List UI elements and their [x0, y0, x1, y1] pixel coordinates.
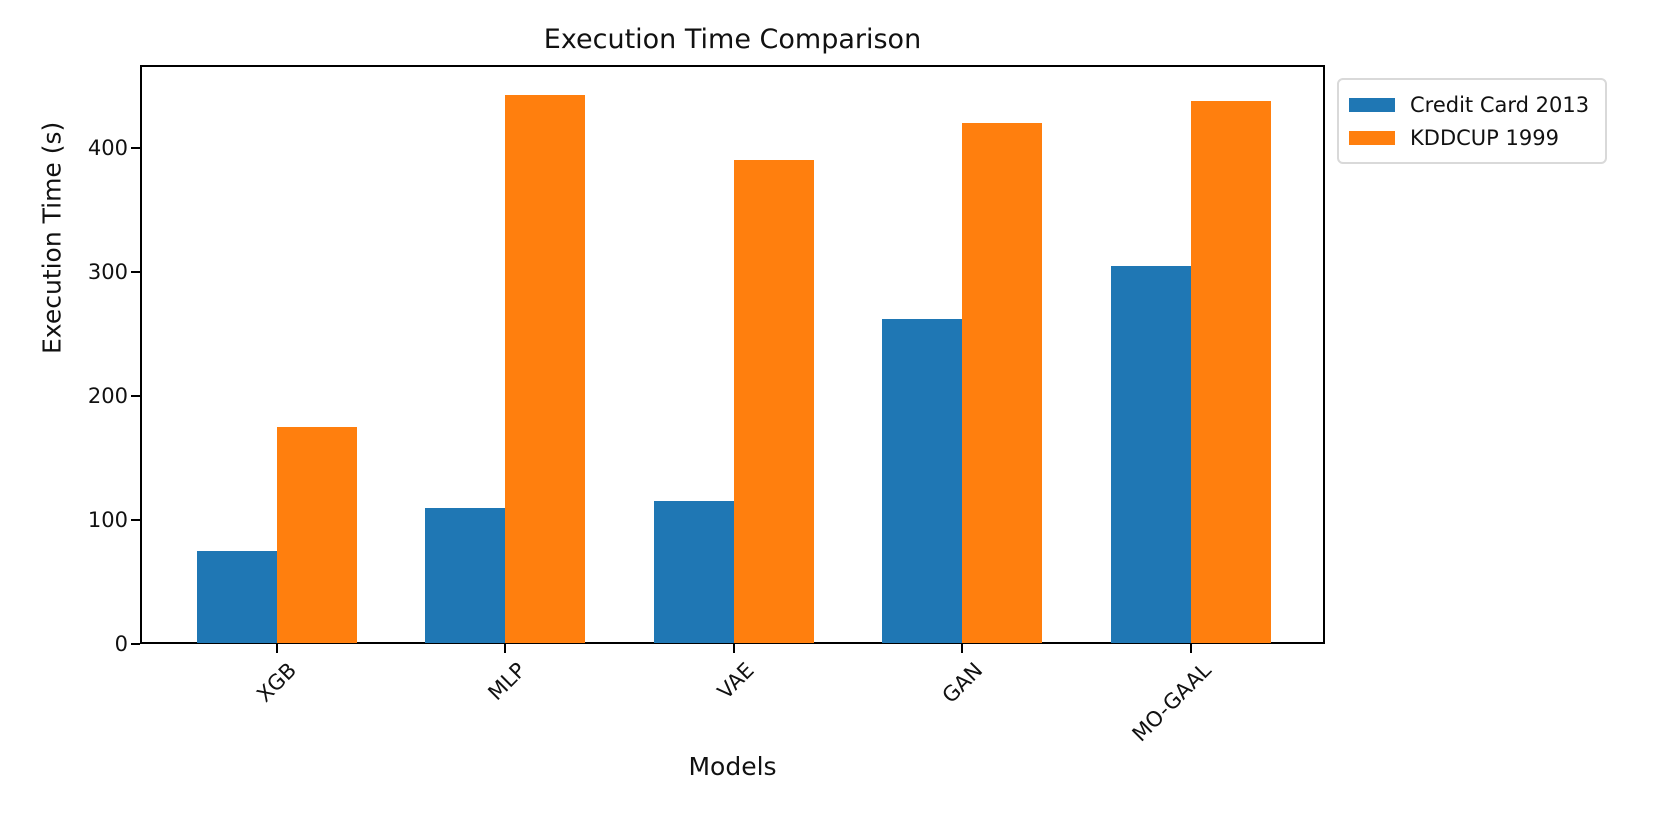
x-tick-mark [1189, 644, 1192, 653]
bar-kddcup-1999-xgb [276, 427, 357, 643]
x-tick-mark [732, 644, 735, 653]
legend: Credit Card 2013 KDDCUP 1999 [1337, 78, 1608, 164]
bar-credit-card-2013-gan [882, 319, 962, 643]
y-tick-mark [131, 271, 140, 274]
x-tick-label-gan: GAN [937, 658, 987, 708]
bar-credit-card-2013-mo-gaal [1110, 265, 1191, 643]
chart-title: Execution Time Comparison [543, 24, 922, 55]
bar-credit-card-2013-mlp [425, 507, 505, 643]
x-tick-mark [961, 644, 963, 653]
x-tick-label-vae: VAE [712, 658, 759, 704]
x-tick-label-mo-gaal: MO-GAAL [1127, 658, 1216, 747]
bar-credit-card-2013-vae [653, 501, 734, 643]
legend-label: Credit Card 2013 [1410, 92, 1590, 117]
y-tick-label: 0 [114, 632, 128, 656]
legend-swatch-icon [1349, 97, 1395, 112]
bar-kddcup-1999-mo-gaal [1190, 100, 1271, 643]
x-axis-label: Models [688, 752, 777, 781]
y-tick-mark [131, 147, 140, 150]
y-tick-label: 200 [87, 384, 128, 409]
y-tick-mark [131, 643, 140, 645]
legend-entry-kddcup-1999: KDDCUP 1999 [1349, 121, 1589, 154]
y-tick-mark [131, 519, 140, 522]
x-tick-mark [275, 644, 278, 653]
bar-kddcup-1999-gan [962, 123, 1042, 643]
legend-label: KDDCUP 1999 [1410, 125, 1559, 150]
x-tick-mark [504, 644, 506, 653]
legend-swatch-icon [1349, 130, 1395, 145]
bar-kddcup-1999-vae [733, 160, 814, 643]
legend-entry-credit-card-2013: Credit Card 2013 [1349, 88, 1589, 121]
bar-kddcup-1999-mlp [505, 94, 585, 643]
y-tick-label: 400 [87, 136, 128, 161]
y-tick-label: 300 [87, 260, 128, 285]
x-tick-label-mlp: MLP [482, 658, 530, 706]
x-tick-label-xgb: XGB [252, 658, 302, 707]
y-tick-mark [131, 395, 140, 398]
y-tick-label: 100 [87, 508, 128, 533]
bar-credit-card-2013-xgb [196, 551, 277, 643]
